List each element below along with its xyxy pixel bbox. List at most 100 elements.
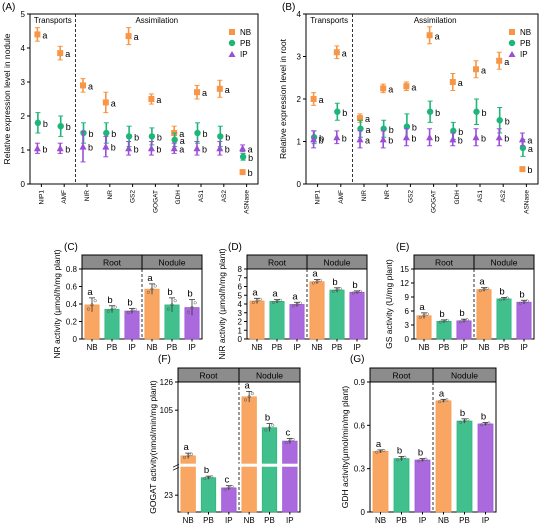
significance-letter: a <box>319 95 324 105</box>
replicate-point <box>86 307 90 311</box>
point-PB <box>125 133 133 140</box>
bar-PB <box>496 298 512 340</box>
point-PB <box>194 129 201 137</box>
point-NB <box>496 57 503 64</box>
replicate-point <box>146 290 150 294</box>
panel-G: (G) Root Nodule 0 0.3 0.6 0.9 GDH activity(μmol… <box>340 354 497 525</box>
significance-letter: b <box>388 135 393 145</box>
legend-marker <box>509 29 515 35</box>
replicate-point <box>190 305 194 310</box>
significance-letter: b <box>342 133 347 143</box>
group-label: Nodule <box>159 258 186 268</box>
significance-letter: a <box>65 49 70 59</box>
replicate-point <box>462 319 466 323</box>
point-NB <box>194 89 200 96</box>
significance-letter: a <box>365 135 370 145</box>
point-IP <box>402 133 410 141</box>
x-tick-label: PB <box>459 516 470 525</box>
y-axis-label: Relative expression level in root <box>278 38 288 159</box>
replicate-point <box>465 318 469 322</box>
significance-letter: a <box>179 144 184 154</box>
x-tick-label: IP <box>482 516 490 525</box>
y-tick-label: 6 <box>238 283 243 292</box>
replicate-point <box>355 290 359 294</box>
point-NB <box>357 115 363 122</box>
significance-letter: a <box>411 82 416 92</box>
x-tick-label: IP <box>520 343 528 352</box>
significance-letter: b <box>167 287 172 298</box>
y-tick-label: 0.2 <box>66 318 78 327</box>
significance-letter: b <box>43 119 48 129</box>
significance-letter: b <box>319 133 324 143</box>
group-label: Root <box>268 258 287 268</box>
replicate-point <box>90 303 94 307</box>
y-tick-label: 0 <box>361 508 366 517</box>
y-tick-label: 0 <box>405 335 410 344</box>
y-tick-label: 0 <box>238 335 243 344</box>
x-tick-label: IP <box>286 516 294 525</box>
x-tick-label: IP <box>188 343 196 352</box>
replicate-point <box>113 305 117 309</box>
point-PB <box>473 108 480 115</box>
replicate-point <box>425 312 429 316</box>
x-tick-label: NIR <box>361 190 368 202</box>
significance-letter: b <box>319 135 324 145</box>
significance-letter: b <box>481 411 486 422</box>
replicate-point <box>335 288 339 292</box>
point-PB <box>357 125 364 132</box>
point-NB <box>57 50 64 57</box>
significance-letter: a <box>481 65 486 75</box>
panel-label: (G) <box>350 354 364 365</box>
replicate-point <box>210 475 214 479</box>
significance-letter: b <box>460 408 465 419</box>
replicate-point <box>126 311 130 315</box>
group-label: Nodule <box>451 371 478 381</box>
replicate-point <box>203 476 207 481</box>
y-tick-label: 2 <box>297 95 302 104</box>
significance-letter: b <box>248 168 253 178</box>
significance-letter: a <box>202 88 207 98</box>
replicate-point <box>315 280 319 284</box>
point-IP <box>102 143 110 150</box>
x-tick-label: NB <box>183 516 194 525</box>
point-IP <box>193 144 201 152</box>
group-label: Root <box>435 258 454 268</box>
point-PB <box>450 127 457 135</box>
x-tick-label: PB <box>332 343 343 352</box>
point-IP <box>216 144 224 152</box>
replicate-point <box>418 315 422 319</box>
significance-letter: b <box>458 135 463 145</box>
point-PB <box>519 144 527 152</box>
significance-letter: a <box>388 84 393 94</box>
x-tick-label: ASNase <box>244 190 251 214</box>
bar-IP <box>221 487 237 513</box>
significance-letter: b <box>389 125 394 135</box>
significance-letter: c <box>224 475 229 486</box>
x-tick-label: IP <box>419 516 427 525</box>
x-tick-label: NIP1 <box>38 190 45 205</box>
significance-letter: b <box>248 153 253 163</box>
significance-letter: b <box>418 448 423 459</box>
replicate-point <box>271 300 275 304</box>
significance-letter: b <box>481 133 486 143</box>
replicate-point <box>399 457 404 461</box>
y-tick-label: 9 <box>405 293 410 302</box>
x-tick-label: AS1 <box>198 190 205 203</box>
replicate-point <box>186 310 190 314</box>
x-tick-label: IP <box>460 343 468 352</box>
x-tick-label: GOGAT <box>431 190 438 213</box>
x-tick-label: NIP1 <box>315 190 322 205</box>
y-tick-label: 5 <box>21 10 26 19</box>
significance-letter: a <box>528 144 533 154</box>
significance-letter: a <box>439 388 445 399</box>
replicate-point <box>250 391 254 396</box>
significance-letter: a <box>156 95 161 105</box>
x-tick-label: PB <box>396 516 407 525</box>
significance-letter: a <box>312 269 318 280</box>
point-NB <box>403 83 410 90</box>
legend-label: NB <box>240 28 251 37</box>
x-tick-label: PB <box>167 343 178 352</box>
replicate-point <box>166 307 170 311</box>
point-PB <box>148 133 156 140</box>
